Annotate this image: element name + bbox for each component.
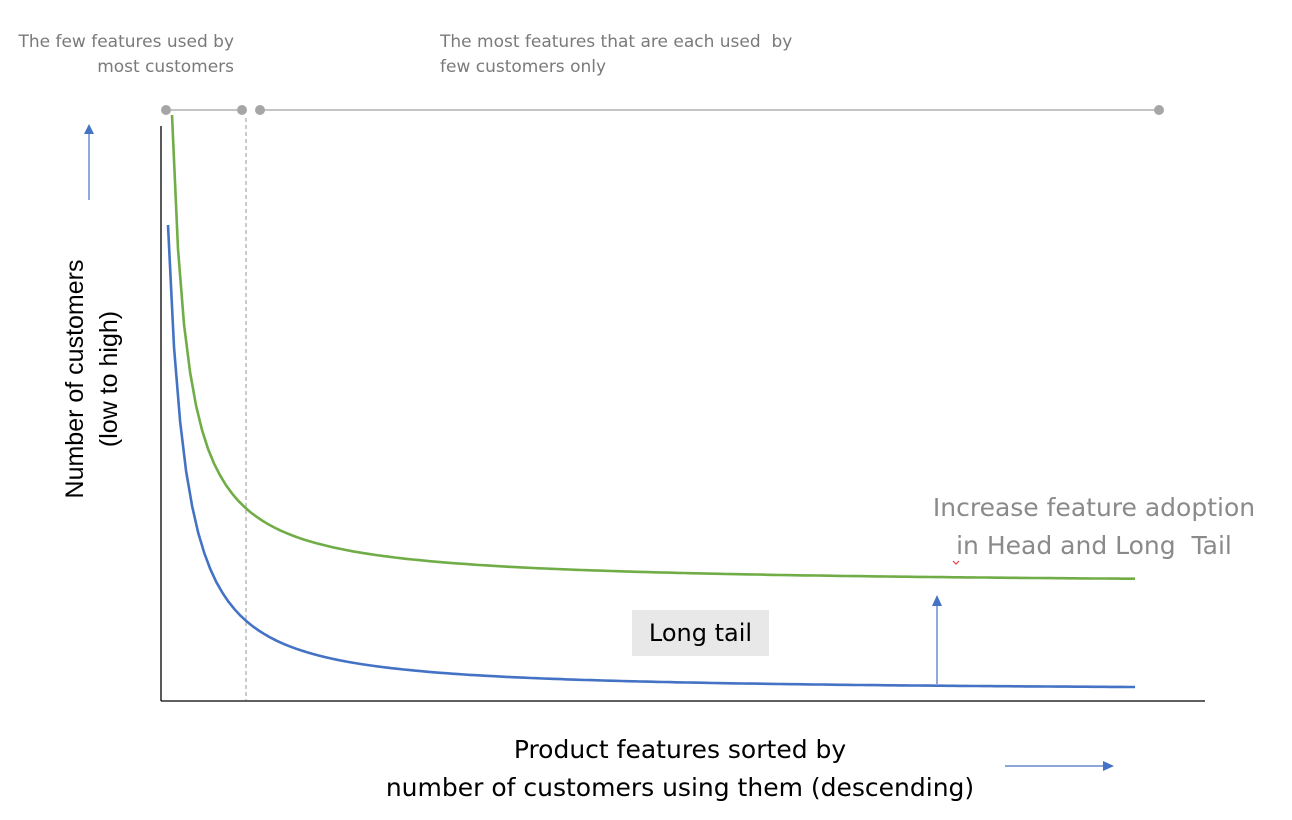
range-dot [255,105,265,115]
arrow-head [84,124,94,134]
long-tail-label: Long tail [632,610,769,656]
baseline-adoption-curve [166,224,1135,689]
range-dot [161,105,171,115]
y-axis-label: Number of customers (low to high) [61,259,123,499]
tail-annotation: The most features that are each used by f… [440,32,793,77]
head-annotation: The few features used by most customers [18,32,234,77]
range-dot [1154,105,1164,115]
spellcheck-squiggle [952,560,960,565]
adoption-annotation: Increase feature adoption in Head and Lon… [932,493,1256,560]
range-dot [237,105,247,115]
improved-adoption-curve [170,114,1135,580]
arrow-head [932,595,942,606]
arrow-head [1103,761,1114,771]
x-axis-label: Product features sorted by number of cust… [385,735,975,802]
